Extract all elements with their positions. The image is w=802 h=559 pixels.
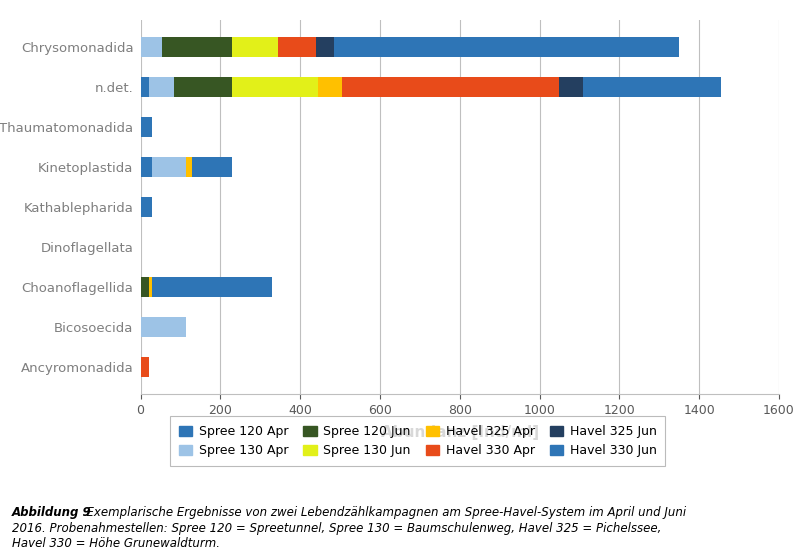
- Bar: [140, 277, 148, 297]
- Bar: [277, 36, 316, 56]
- Bar: [140, 77, 148, 97]
- Bar: [140, 317, 186, 337]
- Bar: [232, 77, 318, 97]
- Bar: [152, 157, 186, 177]
- Bar: [559, 77, 583, 97]
- Text: Havel 330 = Höhe Grunewaldturm.: Havel 330 = Höhe Grunewaldturm.: [12, 537, 220, 550]
- Bar: [316, 36, 334, 56]
- Text: Abbildung 9: Abbildung 9: [12, 506, 91, 519]
- Bar: [140, 357, 148, 377]
- Bar: [186, 157, 192, 177]
- Text: 2016. Probenahmestellen: Spree 120 = Spreetunnel, Spree 130 = Baumschulenweg, Ha: 2016. Probenahmestellen: Spree 120 = Spr…: [12, 522, 661, 534]
- Bar: [140, 117, 152, 137]
- Bar: [318, 77, 342, 97]
- Bar: [148, 77, 174, 97]
- Bar: [342, 77, 559, 97]
- Bar: [140, 157, 152, 177]
- Bar: [152, 277, 272, 297]
- Bar: [232, 36, 277, 56]
- Legend: Spree 120 Apr, Spree 130 Apr, Spree 120 Jun, Spree 130 Jun, Havel 325 Apr, Havel: Spree 120 Apr, Spree 130 Apr, Spree 120 …: [170, 416, 664, 466]
- Bar: [162, 36, 232, 56]
- Bar: [583, 77, 720, 97]
- Bar: [334, 36, 678, 56]
- X-axis label: Abundanz [Ind/ml]: Abundanz [Ind/ml]: [380, 425, 538, 440]
- Bar: [148, 277, 152, 297]
- Bar: [192, 157, 232, 177]
- Bar: [174, 77, 232, 97]
- Text: Exemplarische Ergebnisse von zwei Lebendzählkampagnen am Spree-Havel-System im A: Exemplarische Ergebnisse von zwei Lebend…: [79, 506, 685, 519]
- Bar: [140, 197, 152, 217]
- Bar: [140, 36, 162, 56]
